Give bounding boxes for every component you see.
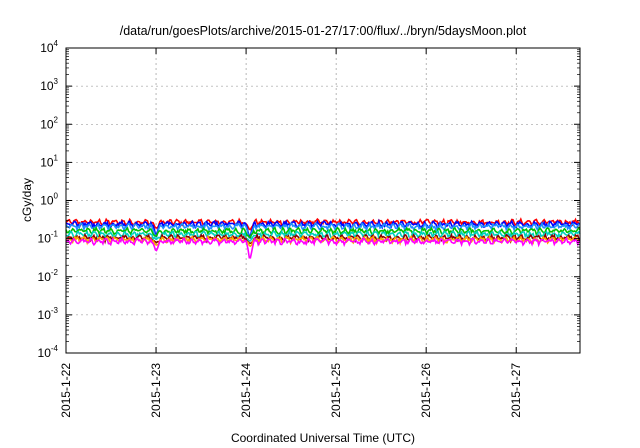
- y-tick-label: 103: [40, 77, 58, 93]
- x-tick-label: 2015-1-27: [509, 363, 523, 418]
- x-tick-label: 2015-1-25: [329, 363, 343, 418]
- y-tick-label: 104: [40, 39, 58, 55]
- y-tick-label: 100: [40, 192, 58, 208]
- series-line: [65, 220, 581, 240]
- y-tick-label: 10-3: [38, 306, 59, 322]
- series-group: [65, 217, 581, 259]
- y-axis-label: cGy/day: [20, 178, 34, 222]
- y-tick-label: 10-2: [38, 268, 59, 284]
- x-tick-label: 2015-1-22: [59, 363, 73, 418]
- series-line: [65, 225, 581, 239]
- y-tick-label: 10-4: [38, 344, 59, 360]
- x-axis: 2015-1-22 2015-1-23 2015-1-24 2015-1-25 2015…: [59, 48, 523, 418]
- chart-title: /data/run/goesPlots/archive/2015-01-27/1…: [120, 24, 527, 38]
- series-line: [65, 229, 581, 242]
- x-axis-label: Coordinated Universal Time (UTC): [231, 431, 415, 445]
- y-tick-label: 102: [40, 115, 58, 131]
- y-tick-label: 101: [40, 153, 58, 169]
- y-axis: 10-4 10-3 10-2 10-1 100 101 102 103 104: [38, 39, 580, 360]
- x-tick-label: 2015-1-24: [239, 363, 253, 418]
- x-tick-label: 2015-1-26: [419, 363, 433, 418]
- series-line: [65, 236, 581, 259]
- y-tick-label: 10-1: [38, 230, 59, 246]
- x-tick-label: 2015-1-23: [149, 363, 163, 418]
- grid: [66, 48, 580, 353]
